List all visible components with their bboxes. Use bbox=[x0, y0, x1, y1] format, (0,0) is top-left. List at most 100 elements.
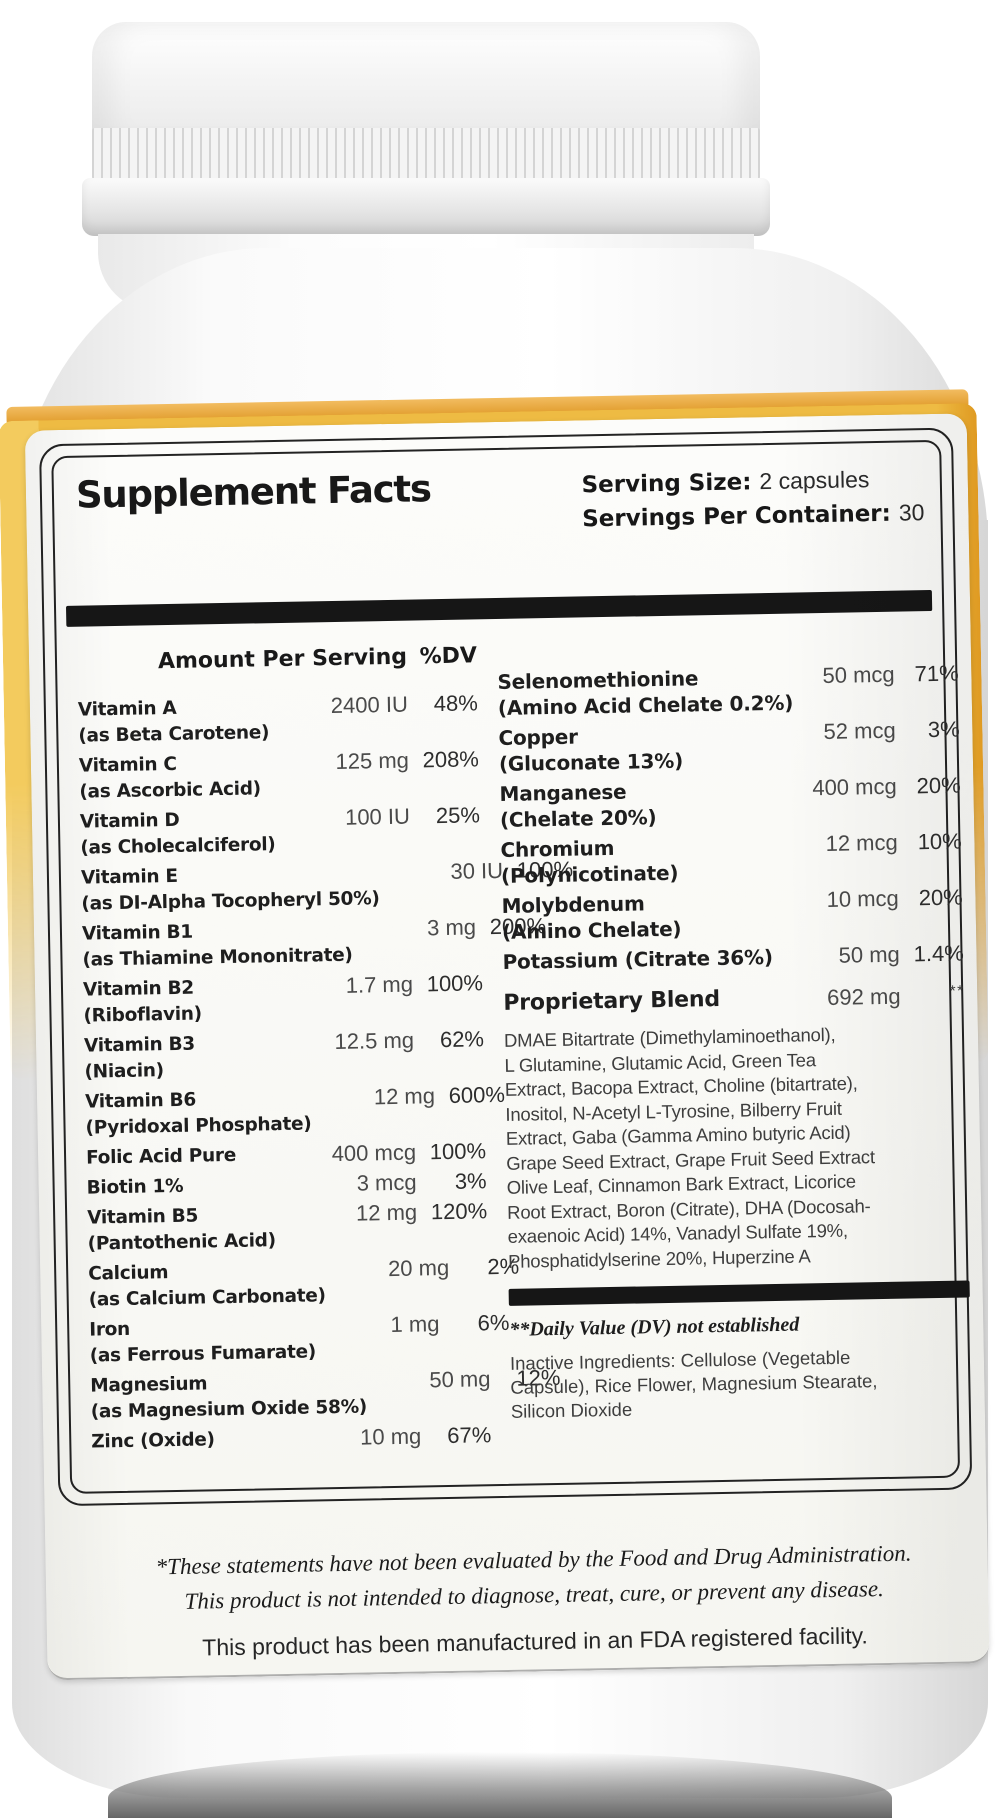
nutrient-name: Vitamin D (as Cholecalciferol) bbox=[80, 806, 287, 862]
nutrient-name: Magnesium (as Magnesium Oxide 58%) bbox=[90, 1369, 367, 1426]
facts-header: Supplement Facts Serving Size: 2 capsules… bbox=[53, 442, 942, 606]
nutrient-dv: 100% bbox=[426, 970, 484, 997]
nutrient-name: Potassium (Citrate 36%) bbox=[502, 944, 798, 975]
nutrient-row: Chromium (Polynicotinate) 12 mcg 10% bbox=[500, 829, 962, 889]
nutrient-name-text: Vitamin D bbox=[79, 809, 180, 833]
servings-count-label: Servings Per Container: bbox=[581, 501, 892, 533]
nutrient-amount: 10 mcg bbox=[826, 885, 899, 912]
nutrient-dv: 208% bbox=[422, 746, 480, 773]
nutrient-row: Vitamin C (as Ascorbic Acid) 125 mg 208% bbox=[79, 746, 480, 805]
proprietary-blend-row: Proprietary Blend 692 mg ** bbox=[503, 982, 965, 1016]
nutrient-source-text: (as Ascorbic Acid) bbox=[79, 778, 262, 803]
nutrient-name: Vitamin E (as DI-Alpha Tocopheryl 50%) bbox=[81, 860, 380, 917]
nutrient-dv: 67% bbox=[446, 1422, 492, 1449]
nutrient-row: Vitamin B5 (Pantothenic Acid) 12 mg 120% bbox=[87, 1198, 488, 1257]
nutrient-source-text: (Niacin) bbox=[84, 1060, 165, 1083]
nutrient-amount: 52 mcg bbox=[823, 717, 896, 745]
blend-name-text: Proprietary Blend bbox=[503, 986, 721, 1016]
nutrient-row: Vitamin D (as Cholecalciferol) 100 IU 25% bbox=[80, 802, 481, 861]
blend-ingredients-text: DMAE Bitartrate (Dimethylaminoethanol), … bbox=[503, 1023, 875, 1272]
nutrient-amount: 1 mg bbox=[390, 1311, 440, 1338]
nutrient-name-text: Biotin 1% bbox=[86, 1175, 184, 1199]
bottle-cap bbox=[92, 22, 760, 144]
nutrient-source-text: (Riboflavin) bbox=[83, 1003, 202, 1027]
nutrient-amount: 50 mcg bbox=[822, 661, 895, 689]
nutrient-name-text: Vitamin C bbox=[78, 753, 177, 777]
nutrient-amount: 100 IU bbox=[344, 803, 411, 830]
nutrient-row: Vitamin B6 (Pyridoxal Phosphate) 12 mg 600% bbox=[85, 1082, 505, 1141]
nutrient-amount: 125 mg bbox=[335, 747, 410, 774]
nutrient-name: Vitamin B1 (as Thiamine Mononitrate) bbox=[82, 917, 353, 974]
nutrient-row: Calcium (as Calcium Carbonate) 20 mg 2% bbox=[88, 1254, 519, 1313]
nutrient-name: Molybdenum (Amino Chelate) bbox=[501, 888, 797, 945]
nutrient-amount: 50 mg bbox=[429, 1366, 491, 1393]
facts-column-right: Selenomethionine (Amino Acid Chelate 0.2%… bbox=[497, 627, 973, 1452]
nutrient-name: Selenomethionine (Amino Acid Chelate 0.2%… bbox=[497, 664, 793, 721]
facts-columns: Amount Per Serving %DV Vitamin A (as Beta… bbox=[56, 611, 971, 1460]
nutrient-row: Molybdenum (Amino Chelate) 10 mcg 20% bbox=[501, 884, 963, 944]
nutrient-name: Vitamin B3 (Niacin) bbox=[84, 1030, 291, 1086]
nutrient-name-text: Vitamin B3 bbox=[83, 1033, 196, 1057]
servings-per-container-line: Servings Per Container: 30 bbox=[582, 496, 925, 537]
nutrient-row: Manganese (Chelate 20%) 400 mcg 20% bbox=[499, 773, 961, 833]
nutrient-name-text: Folic Acid Pure bbox=[85, 1144, 237, 1169]
nutrient-name: Vitamin B2 (Riboflavin) bbox=[83, 974, 290, 1030]
nutrient-dv: 600% bbox=[448, 1081, 506, 1108]
nutrient-source-text: (as Thiamine Mononitrate) bbox=[82, 944, 353, 971]
nutrient-source-text: (Amino Chelate) bbox=[501, 916, 682, 944]
nutrient-amount: 50 mg bbox=[838, 941, 901, 968]
nutrient-source-text: (Gluconate 13%) bbox=[498, 748, 684, 776]
nutrient-amount: 3 mcg bbox=[356, 1169, 417, 1196]
facts-box: Supplement Facts Serving Size: 2 capsules… bbox=[51, 439, 971, 1494]
nutrient-dv: 3% bbox=[927, 716, 960, 743]
nutrient-name-text: Vitamin A bbox=[77, 697, 177, 721]
nutrient-dv: 6% bbox=[477, 1309, 510, 1336]
nutrient-row: Vitamin B2 (Riboflavin) 1.7 mg 100% bbox=[83, 970, 484, 1029]
manufactured-text: This product has been manufactured in an… bbox=[202, 1622, 869, 1661]
nutrient-name: Copper (Gluconate 13%) bbox=[498, 720, 794, 777]
nutrient-amount: 30 IU bbox=[450, 857, 504, 884]
nutrient-amount: 10 mg bbox=[359, 1423, 422, 1450]
nutrient-row: Potassium (Citrate 36%) 50 mg 1.4% bbox=[502, 940, 964, 974]
nutrient-amount: 400 mcg bbox=[331, 1139, 417, 1167]
nutrient-dv: 100% bbox=[429, 1138, 487, 1165]
nutrient-dv: 20% bbox=[918, 884, 963, 911]
nutrient-name: Folic Acid Pure bbox=[86, 1142, 292, 1172]
nutrient-row: Selenomethionine (Amino Acid Chelate 0.2%… bbox=[497, 661, 959, 721]
disclaimer-block: *These statements have not been evaluate… bbox=[103, 1536, 965, 1664]
nutrient-amount: 2400 IU bbox=[330, 691, 409, 719]
dv-note: **Daily Value (DV) not established bbox=[509, 1313, 800, 1341]
nutrient-amount: 12.5 mg bbox=[334, 1027, 415, 1055]
nutrient-name-text: Vitamin B5 bbox=[87, 1205, 199, 1229]
nutrient-amount: 3 mg bbox=[426, 914, 477, 941]
serving-size-value: 2 capsules bbox=[759, 466, 870, 495]
nutrient-name: Vitamin C (as Ascorbic Acid) bbox=[79, 750, 286, 806]
facts-column-left: Amount Per Serving %DV Vitamin A (as Beta… bbox=[77, 635, 574, 1459]
nutrient-amount: 12 mg bbox=[355, 1199, 418, 1226]
nutrient-source-text: (Polynicotinate) bbox=[500, 860, 679, 888]
nutrient-name-text: Vitamin B2 bbox=[82, 977, 195, 1001]
nutrient-dv: 71% bbox=[914, 660, 959, 687]
supplement-label: Supplement Facts Serving Size: 2 capsules… bbox=[0, 389, 1000, 1689]
nutrient-name: Calcium (as Calcium Carbonate) bbox=[88, 1257, 326, 1313]
nutrient-amount: 400 mcg bbox=[812, 773, 897, 801]
facts-title: Supplement Facts bbox=[75, 467, 432, 517]
nutrient-dv: 62% bbox=[439, 1026, 485, 1053]
nutrient-amount: 12 mcg bbox=[825, 829, 898, 856]
nutrient-dv: 1.4% bbox=[913, 940, 964, 967]
nutrient-amount: 20 mg bbox=[387, 1254, 450, 1282]
bottle-cap-brim bbox=[82, 178, 770, 236]
nutrient-source-text: (Pantothenic Acid) bbox=[87, 1230, 276, 1255]
nutrient-source-text: (as Beta Carotene) bbox=[78, 722, 270, 747]
bottle-base-shadow bbox=[108, 1752, 892, 1818]
nutrient-row: Zinc (Oxide) 10 mg 67% bbox=[91, 1422, 491, 1455]
nutrient-name: Iron (as Ferrous Fumarate) bbox=[89, 1313, 316, 1369]
nutrient-row: Magnesium (as Magnesium Oxide 58%) 50 mg 12… bbox=[90, 1365, 561, 1426]
nutrient-name: Chromium (Polynicotinate) bbox=[500, 832, 796, 889]
nutrient-row: Iron (as Ferrous Fumarate) 1 mg 6% bbox=[89, 1310, 510, 1369]
nutrient-name: Biotin 1% bbox=[86, 1172, 292, 1202]
fda-disclaimer-text: *These statements have not been evaluate… bbox=[155, 1540, 912, 1614]
nutrient-dv: 25% bbox=[435, 802, 481, 829]
amount-per-serving-header: Amount Per Serving bbox=[157, 644, 408, 675]
nutrient-amount: 12 mg bbox=[373, 1083, 436, 1110]
